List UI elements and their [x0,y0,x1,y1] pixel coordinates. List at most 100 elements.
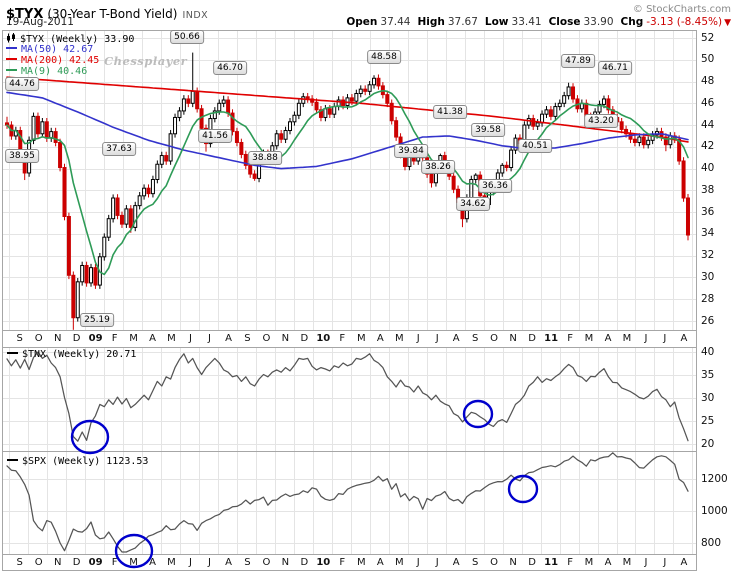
month-label: D [528,557,536,568]
month-label: F [111,333,118,344]
month-label: J [644,333,648,344]
quote-label: High [417,16,445,28]
month-label: 10 [316,333,331,344]
tyx-candlestick-panel [2,30,697,331]
x-axis-months-main: S O N D 09 F M A M J J A S O N D 10 F M A M J J A S O N D 11 F M A M J J A [2,331,697,347]
tnx-line-chart [3,348,696,451]
y-axis-label: 25 [701,414,715,427]
month-label: A [452,333,460,344]
legend-label: MA(200) 42.45 [21,55,100,66]
y-axis-label: 44 [701,118,715,131]
tnx-legend: $TNX (Weekly) 20.71 [7,349,136,360]
month-label: D [72,333,81,344]
month-label: F [339,557,346,568]
y-axis-label: 50 [701,53,715,66]
month-label: J [435,333,439,344]
month-label: J [189,333,192,344]
month-label: M [129,557,138,568]
ma50-line [6,91,689,170]
quote-label: Open [346,16,378,28]
month-label: F [567,333,573,344]
month-label: N [509,557,517,568]
tnx-line [6,351,689,442]
quote-value: -3.13 (-8.45%) [646,16,723,28]
price-callout: 25.19 [80,313,114,327]
price-callout: 46.70 [213,61,247,75]
ohlc-quote-bar: Open 37.44 High 37.67 Low 33.41 Close 33.90 Chg -… [339,16,731,28]
month-label: S [244,333,251,344]
y-axis-label: 800 [701,536,722,549]
chart-subheader: 19-Aug-2011 Open 37.44 High 37.67 Low 33.41 Cl… [6,16,731,29]
month-label: M [622,333,632,344]
month-label: M [394,557,404,568]
month-label: M [129,333,138,344]
stockcharts-credit: © StockCharts.com [632,4,731,15]
month-label: M [356,557,366,568]
price-callout: 39.84 [394,144,428,158]
month-label: O [490,333,499,344]
month-label: J [416,557,420,568]
month-label: O [34,333,43,344]
line-swatch [6,58,17,60]
price-callout: 50.66 [170,30,204,44]
month-label: J [208,557,211,568]
y-axis-label: 26 [701,314,715,327]
price-callout: 38.95 [5,149,39,163]
x-axis-months-bottom: S O N D 09 F M A M J J A S O N D 10 F M A M J J A S O N D 11 F M A M J J A [2,555,697,571]
y-axis-label: 38 [701,183,715,196]
month-label: M [584,333,594,344]
month-label: O [490,557,499,568]
month-label: F [111,557,118,568]
legend-entry: $TYX (Weekly) 33.90 [6,33,135,45]
candlestick-style-icon [7,33,15,43]
month-label: J [663,557,667,568]
user-watermark: Chessplayer [104,54,188,68]
month-label: N [281,557,290,568]
month-label: J [416,333,420,344]
spx-line [6,452,689,553]
quote-value: 33.41 [511,16,542,28]
exchange-label: INDX [182,10,209,21]
y-axis-label: 30 [701,271,715,283]
month-label: F [567,557,573,568]
price-callout: 41.56 [198,129,232,143]
month-label: N [53,557,62,568]
month-label: S [472,333,479,344]
month-label: N [509,333,517,344]
month-label: M [584,557,594,568]
month-label: M [167,333,176,344]
month-label: 11 [544,333,559,344]
y-axis-label: 30 [701,391,715,404]
month-label: 09 [88,557,103,568]
price-callout: 40.51 [518,139,552,153]
month-label: 11 [544,557,559,568]
y-axis-label: 52 [701,31,715,44]
quote-value: 33.90 [583,16,614,28]
tnx-legend-label: $TNX (Weekly) 20.71 [22,349,137,360]
month-label: A [376,333,384,344]
legend-label: $TYX (Weekly) 33.90 [20,34,135,45]
ticker-symbol: $TYX [6,7,44,22]
spx-legend-label: $SPX (Weekly) 1123.53 [22,456,149,467]
price-callout: 34.62 [456,197,490,211]
quote-value: 37.44 [380,16,411,28]
chart-date: 19-Aug-2011 [6,16,74,28]
y-axis-label: 34 [701,227,715,240]
month-label: A [376,557,384,568]
legend-label: MA(9) 40.46 [21,66,88,77]
spx-panel [2,452,697,555]
price-callout: 41.38 [433,105,467,119]
month-label: A [452,557,460,568]
y-axis-label: 28 [701,292,715,305]
price-callout: 43.20 [584,114,618,128]
legend-entry: MA(200) 42.45 [6,55,134,66]
legend-entry: MA(50) 42.67 [6,44,134,55]
line-swatch [6,69,17,71]
month-label: N [281,333,290,344]
month-label: O [262,333,271,344]
month-label: A [604,333,612,344]
y-axis-label: 42 [701,140,715,153]
y-axis-label: 32 [701,249,715,262]
month-label: D [528,333,536,344]
